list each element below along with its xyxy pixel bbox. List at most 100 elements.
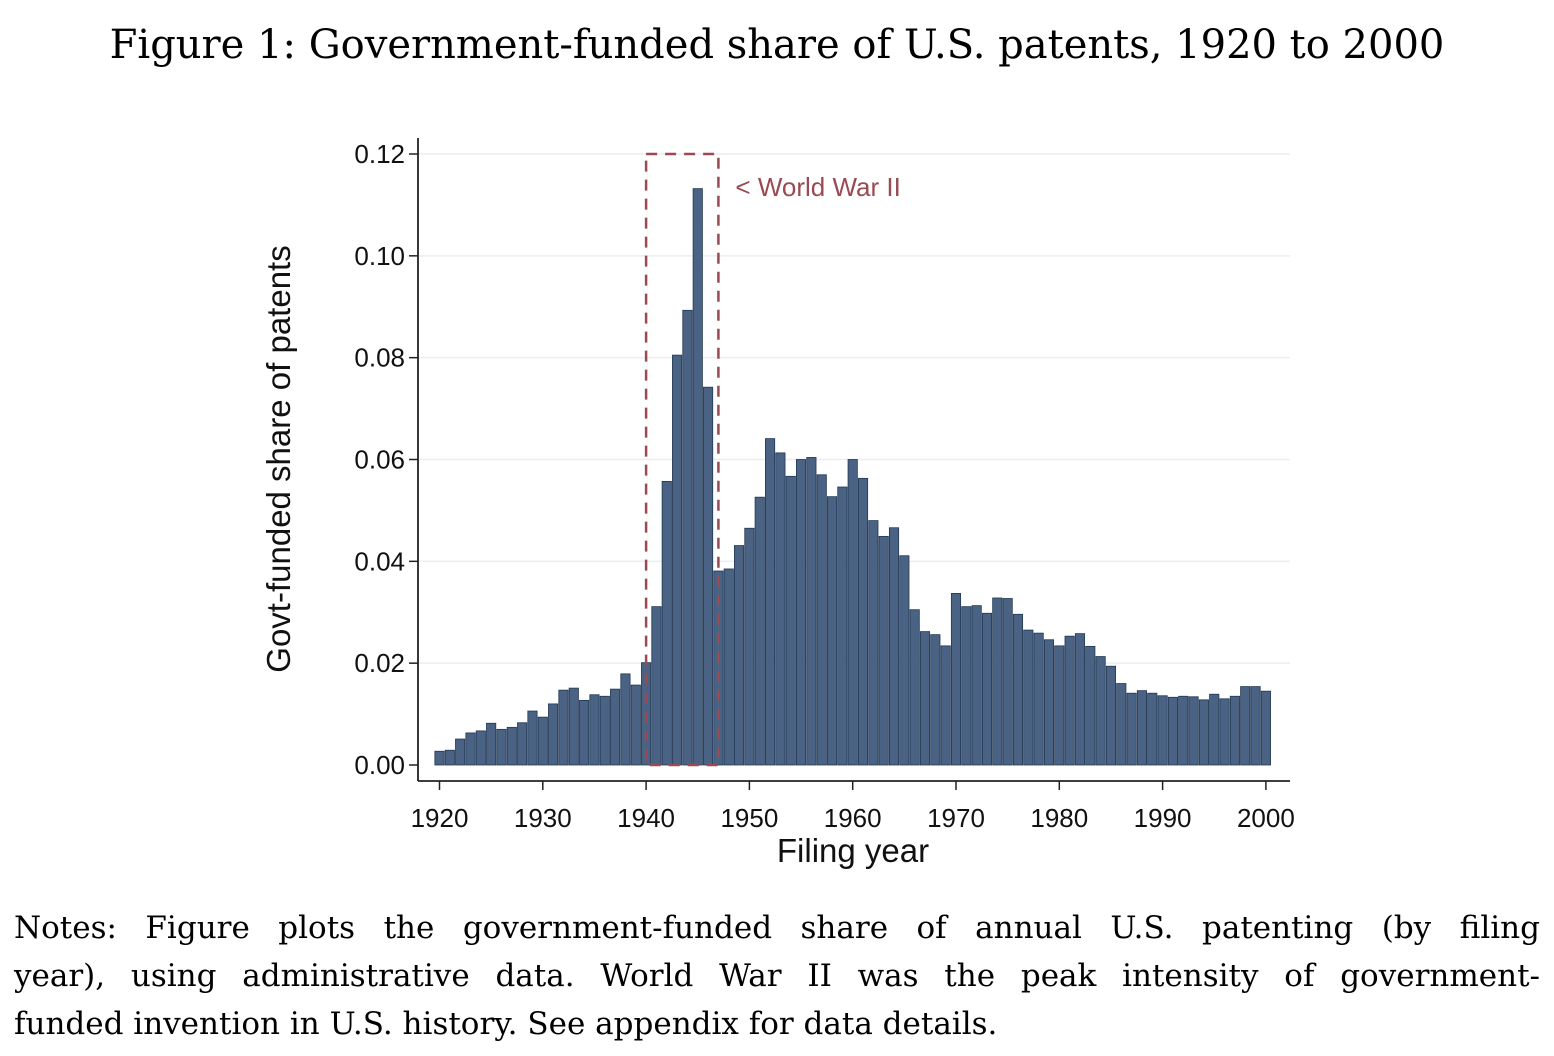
- bar: [548, 703, 559, 766]
- bar: [651, 606, 662, 766]
- y-tick-label: 0.02: [354, 648, 405, 678]
- bar: [517, 722, 528, 766]
- bar: [754, 496, 765, 766]
- tick-labels: 0.00 0.02 0.04 0.06 0.08 0.10 0.12 1920 1930 1940…: [354, 139, 1294, 833]
- bar: [723, 568, 734, 766]
- x-tick-label: 2000: [1237, 803, 1295, 833]
- y-tick-label: 0.12: [354, 139, 405, 169]
- bar: [527, 710, 538, 766]
- bar: [568, 687, 579, 766]
- bar: [919, 631, 931, 766]
- bar: [537, 716, 548, 766]
- x-tick-label: 1970: [927, 803, 985, 833]
- bar: [1136, 690, 1147, 766]
- bar: [1095, 656, 1106, 766]
- bar: [1064, 635, 1075, 766]
- bar: [878, 535, 889, 766]
- bar: [486, 722, 497, 766]
- bar: [1074, 633, 1086, 766]
- bar: [434, 750, 445, 766]
- bar: [775, 452, 786, 766]
- bar: [610, 688, 621, 766]
- bar: [692, 188, 703, 766]
- bar: [1085, 645, 1096, 766]
- world-war-annotation: < World War II: [644, 152, 901, 767]
- bar: [672, 354, 683, 766]
- bar: [837, 486, 848, 766]
- bar: [1178, 695, 1189, 766]
- y-axis-title: Govt-funded share of patents: [260, 245, 297, 672]
- bar: [961, 606, 972, 766]
- y-tick-label: 0.00: [354, 750, 405, 780]
- bar: [1054, 645, 1065, 766]
- bar: [868, 520, 879, 766]
- y-tick-label: 0.10: [354, 241, 405, 271]
- x-tick-label: 1940: [617, 803, 675, 833]
- figure-title: Figure 1: Government-funded share of U.S…: [109, 22, 1445, 68]
- bars: [434, 188, 1271, 766]
- x-tick-label: 1980: [1030, 803, 1088, 833]
- bar: [1033, 632, 1044, 766]
- bar: [1198, 699, 1209, 766]
- bar: [1105, 665, 1117, 766]
- bar: [857, 477, 869, 766]
- bar: [1209, 693, 1220, 766]
- bar: [465, 732, 476, 766]
- bar: [785, 475, 796, 766]
- x-tick-label: 1960: [824, 803, 882, 833]
- x-tick-label: 1990: [1134, 803, 1192, 833]
- bar: [589, 694, 600, 766]
- bar: [1126, 692, 1137, 766]
- bar: [888, 527, 900, 766]
- axes: [409, 138, 1290, 790]
- bar: [1167, 696, 1178, 766]
- x-tick-label: 1920: [411, 803, 469, 833]
- bar: [806, 457, 817, 766]
- figure-notes: Notes: Figure plots the government-funde…: [14, 904, 1540, 1048]
- bar: [744, 527, 755, 766]
- bar: [475, 730, 486, 766]
- bar: [1240, 686, 1251, 766]
- bar: [661, 480, 672, 766]
- y-tick-label: 0.06: [354, 445, 405, 475]
- bar: [506, 726, 517, 766]
- world-war-label: < World War II: [735, 172, 900, 202]
- bar: [1157, 695, 1168, 766]
- bar: [1002, 598, 1013, 766]
- bar: [444, 749, 455, 766]
- bar: [847, 459, 858, 766]
- bar: [1250, 686, 1261, 766]
- notes-line-1: Notes: Figure plots the government-funde…: [14, 910, 1540, 946]
- bar: [558, 689, 569, 766]
- bar-chart: < World War II 0.000.020.040.060.080.100…: [260, 138, 1295, 869]
- bar: [1012, 613, 1024, 766]
- bar: [930, 634, 941, 766]
- y-tick-label: 0.08: [354, 343, 405, 373]
- bar: [1147, 692, 1158, 766]
- bar: [1219, 698, 1230, 766]
- bar: [950, 593, 962, 766]
- bar: [579, 699, 590, 766]
- bar: [703, 386, 714, 766]
- bar: [981, 612, 993, 766]
- bar: [1260, 690, 1271, 766]
- bar: [940, 645, 951, 766]
- bar: [992, 597, 1003, 766]
- x-tick-label: 1950: [720, 803, 778, 833]
- bar: [765, 438, 776, 766]
- bar: [826, 496, 838, 766]
- bar: [1229, 695, 1240, 766]
- bar: [630, 684, 641, 766]
- notes-line-3: funded invention in U.S. history. See ap…: [14, 1006, 998, 1042]
- notes-line-2: year), using administrative data. World …: [14, 958, 1540, 994]
- bar: [1116, 683, 1127, 766]
- x-tick-label: 1930: [514, 803, 572, 833]
- y-tick-label: 0.04: [354, 546, 405, 576]
- bar: [682, 309, 693, 766]
- x-axis-title: Filing year: [777, 832, 929, 869]
- bar: [899, 555, 910, 766]
- bar: [734, 545, 745, 766]
- bar: [796, 459, 807, 766]
- bar: [971, 605, 982, 766]
- bar: [1043, 639, 1055, 766]
